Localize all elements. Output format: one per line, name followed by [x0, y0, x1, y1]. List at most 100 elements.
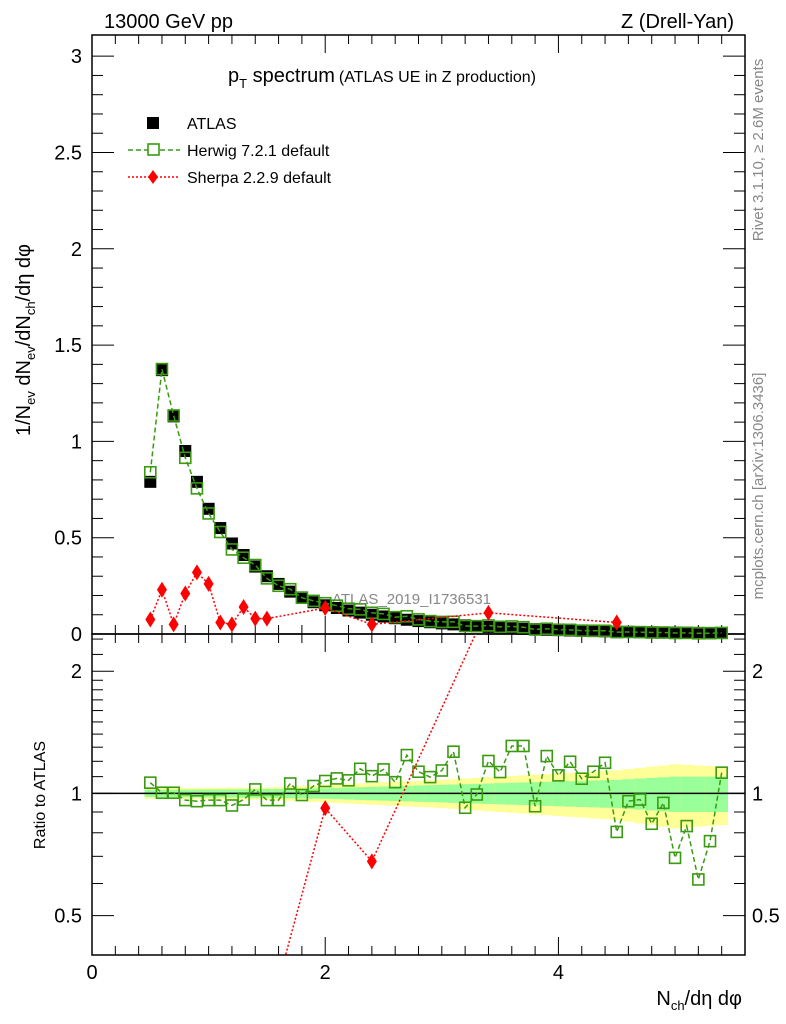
herwig-ratio-point — [248, 783, 262, 796]
x-tick-label: 0 — [86, 962, 97, 984]
sherpa-ratio-point — [320, 800, 331, 817]
herwig-point — [248, 558, 262, 572]
herwig-ratio-point — [680, 819, 693, 833]
band-inner — [692, 776, 705, 813]
band-inner — [657, 777, 670, 812]
herwig-ratio-point — [400, 748, 414, 762]
band-inner — [669, 776, 682, 813]
atlas-point — [412, 615, 425, 628]
herwig-ratio-point — [447, 745, 460, 759]
atlas-point — [435, 617, 448, 630]
herwig-ratio-point — [598, 756, 612, 770]
sherpa-point — [483, 604, 494, 621]
herwig-ratio-point — [540, 749, 554, 763]
band-inner — [680, 776, 694, 813]
sherpa-point — [226, 616, 237, 633]
band-inner — [715, 776, 729, 813]
atlas-point — [552, 624, 565, 637]
herwig-ratio-point — [715, 766, 728, 779]
sherpa-point — [191, 564, 202, 581]
sherpa-point — [320, 599, 331, 616]
atlas-point — [704, 626, 717, 639]
sherpa-point — [366, 616, 377, 633]
chart-title: pT spectrum (ATLAS UE in Z production) — [228, 65, 536, 91]
atlas-point — [482, 620, 495, 633]
herwig-ratio-point — [388, 775, 402, 789]
sherpa-point — [168, 616, 179, 633]
x-tick-label: 4 — [553, 962, 564, 984]
herwig-ratio-point — [610, 825, 624, 839]
ratio-tick-label: 2 — [71, 661, 82, 683]
sherpa-point — [145, 611, 156, 628]
ratio-tick-label-right: 2 — [752, 661, 763, 683]
herwig-ratio-point — [272, 793, 285, 807]
legend-atlas-marker — [147, 117, 159, 129]
band-inner — [704, 776, 717, 813]
legend-sherpa-marker — [148, 170, 158, 184]
atlas-point — [284, 585, 297, 598]
ratio-y-axis-label: Ratio to ATLAS — [32, 741, 49, 849]
legend-herwig: Herwig 7.2.1 default — [187, 143, 330, 160]
legend-atlas: ATLAS — [187, 116, 237, 133]
herwig-point — [225, 543, 239, 556]
y-tick-label: 0.5 — [54, 528, 82, 550]
herwig-ratio-point — [342, 774, 355, 787]
atlas-point — [214, 522, 227, 535]
legend-herwig-marker — [147, 143, 160, 156]
process-label: Z (Drell-Yan) — [621, 11, 734, 33]
herwig-point — [178, 451, 192, 465]
atlas-point — [202, 502, 215, 515]
atlas-point — [260, 570, 273, 583]
herwig-ratio-point — [563, 755, 577, 769]
herwig-point — [144, 465, 157, 479]
herwig-ratio-point — [587, 765, 600, 779]
herwig-ratio-point — [528, 799, 542, 813]
legend-sherpa: Sherpa 2.2.9 default — [187, 170, 332, 187]
axes: 0 2 4 0 0.5 1 1.5 2 2.5 3 0.5 0.5 1 1 2 2 — [54, 34, 780, 984]
herwig-ratio-point — [295, 788, 309, 802]
herwig-ratio-point — [692, 873, 705, 886]
herwig-point — [260, 572, 274, 585]
herwig-ratio-point — [633, 793, 647, 806]
herwig-ratio-point — [458, 801, 472, 815]
sherpa-point — [180, 585, 191, 602]
herwig-point — [283, 582, 297, 596]
atlas-point — [424, 616, 437, 629]
atlas-point — [144, 475, 157, 488]
herwig-ratio-point — [365, 769, 379, 783]
herwig-ratio-point — [552, 769, 565, 782]
ratio-tick-label-right: 0.5 — [752, 906, 780, 928]
sherpa-point — [261, 610, 272, 627]
atlas-point — [657, 626, 670, 639]
herwig-ratio-point — [668, 851, 682, 865]
herwig-ratio-point — [377, 763, 390, 776]
atlas-point — [389, 612, 402, 625]
y-tick-label: 2.5 — [54, 142, 82, 164]
y-tick-label: 3 — [71, 46, 82, 68]
sherpa-point — [250, 610, 261, 627]
herwig-point — [167, 409, 180, 422]
herwig-ratio-point — [283, 777, 297, 790]
x-axis-label: Nch/dη dφ — [656, 988, 742, 1013]
atlas-point — [494, 621, 507, 634]
x-tick-label: 2 — [320, 962, 331, 984]
ratio-series — [144, 634, 728, 955]
atlas-point — [517, 622, 530, 635]
atlas-point — [330, 601, 343, 614]
y-tick-label: 1.5 — [54, 335, 82, 357]
herwig-ratio-point — [645, 817, 659, 831]
rivet-label: Rivet 3.1.10, ≥ 2.6M events — [750, 59, 767, 242]
herwig-ratio-point — [703, 834, 717, 848]
atlas-point — [377, 610, 390, 623]
y-tick-label: 1 — [71, 431, 82, 453]
herwig-point — [202, 507, 215, 520]
herwig-ratio-point — [575, 772, 589, 786]
ratio-tick-label: 0.5 — [54, 906, 82, 928]
sherpa-point — [611, 614, 622, 631]
y-tick-label: 0 — [71, 624, 82, 646]
herwig-ratio-point — [237, 793, 250, 806]
herwig-ratio-point — [423, 770, 437, 784]
mcplots-label: mcplots.cern.ch [arXiv:1306.3436] — [750, 373, 767, 600]
beam-label: 13000 GeV pp — [104, 11, 233, 33]
